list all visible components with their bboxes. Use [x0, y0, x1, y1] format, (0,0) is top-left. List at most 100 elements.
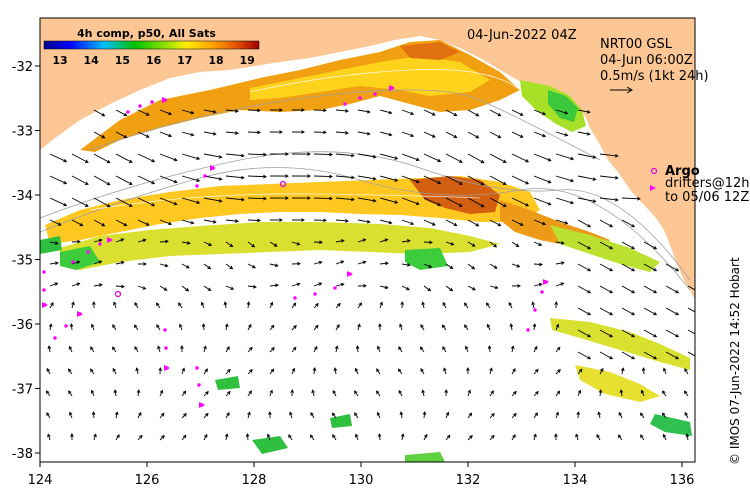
current-arrow-head: [112, 367, 116, 372]
current-arrow: [157, 346, 161, 353]
current-arrow: [49, 219, 62, 226]
current-arrow: [598, 412, 601, 419]
current-arrow: [335, 324, 340, 331]
plot-frame: [39, 17, 696, 463]
current-arrow: [203, 391, 209, 397]
current-arrow: [465, 346, 469, 353]
current-arrow-head: [555, 323, 560, 328]
current-arrow: [49, 282, 58, 287]
current-arrow-head: [631, 223, 636, 228]
current-arrow: [511, 346, 514, 353]
current-arrow: [225, 434, 228, 441]
current-arrow-head: [675, 355, 680, 360]
current-arrow-head: [614, 175, 619, 180]
current-arrow-head: [419, 346, 424, 351]
current-arrow: [68, 390, 73, 397]
current-arrow: [247, 197, 267, 200]
current-arrow: [621, 351, 635, 360]
current-arrow: [401, 153, 420, 161]
current-arrow-head: [493, 243, 498, 248]
current-arrow-head: [388, 132, 393, 137]
current-arrow-head: [207, 265, 212, 270]
current-arrow: [247, 412, 251, 419]
current-arrow-head: [229, 243, 234, 248]
current-arrow-head: [101, 222, 106, 227]
current-arrow: [467, 263, 475, 270]
current-arrow-head: [469, 435, 473, 439]
current-arrow-head: [45, 390, 50, 395]
current-arrow: [93, 284, 102, 287]
current-arrow: [137, 389, 140, 397]
current-arrow-head: [157, 345, 161, 350]
current-arrow-head: [173, 201, 178, 206]
current-arrow-head: [257, 130, 261, 135]
current-arrow: [621, 285, 635, 294]
current-arrow-head: [226, 412, 230, 416]
current-arrow: [332, 412, 337, 419]
current-arrow-head: [111, 346, 116, 351]
current-arrow-head: [685, 433, 690, 438]
current-arrow-head: [101, 134, 106, 139]
current-arrow: [620, 390, 623, 397]
current-arrow-head: [542, 133, 547, 138]
current-arrow: [533, 391, 539, 397]
current-arrow-head: [442, 346, 446, 350]
current-arrow-head: [437, 158, 442, 163]
current-arrow: [156, 324, 161, 331]
current-arrow: [71, 283, 80, 287]
current-arrow: [423, 197, 441, 206]
current-arrow-head: [54, 282, 59, 286]
current-arrow-head: [516, 264, 521, 268]
colorbar-tick-label: 14: [84, 54, 100, 67]
current-arrow-head: [340, 239, 345, 243]
current-arrow-head: [173, 157, 178, 162]
current-arrow-head: [136, 389, 141, 394]
current-arrow: [91, 324, 95, 331]
current-arrow: [379, 175, 398, 182]
current-arrow: [47, 434, 51, 441]
current-arrow-head: [394, 200, 399, 204]
current-arrow-head: [466, 367, 470, 371]
current-arrow-head: [203, 345, 207, 350]
current-arrow-head: [697, 312, 700, 315]
current-arrow: [577, 285, 591, 294]
current-arrow: [577, 219, 591, 228]
current-arrow-head: [168, 133, 173, 138]
current-arrow-head: [490, 434, 495, 439]
current-arrow: [379, 197, 398, 204]
current-arrow: [423, 434, 428, 441]
current-arrow-head: [542, 111, 547, 116]
current-arrow: [489, 109, 501, 117]
current-arrow: [90, 368, 95, 375]
current-arrow-head: [123, 222, 128, 227]
current-arrow-head: [159, 389, 164, 394]
current-arrow: [489, 263, 498, 269]
current-arrow: [643, 285, 657, 294]
current-arrow-head: [620, 367, 625, 372]
current-arrow: [511, 153, 529, 163]
current-arrow: [442, 302, 447, 309]
current-arrow: [445, 219, 457, 226]
current-arrow: [511, 413, 517, 419]
current-arrow-head: [296, 242, 301, 246]
x-tick-label: 126: [135, 473, 160, 488]
current-arrow: [291, 368, 295, 375]
current-arrow-head: [223, 301, 228, 306]
colorbar: [43, 40, 260, 50]
current-arrow-head: [114, 411, 119, 416]
current-arrow: [533, 263, 543, 266]
current-arrow-head: [161, 435, 165, 439]
drifter-point: [138, 104, 142, 108]
drifter-point: [526, 328, 530, 332]
current-arrow: [225, 346, 230, 353]
current-arrow: [511, 109, 524, 116]
current-arrow: [684, 412, 689, 419]
current-arrow-head: [376, 390, 380, 395]
current-arrow: [577, 351, 591, 360]
current-arrow: [269, 368, 274, 375]
current-arrow-head: [79, 222, 84, 227]
current-arrow: [533, 219, 546, 225]
current-arrow-head: [270, 368, 275, 373]
current-arrow-head: [168, 111, 173, 116]
current-arrow: [225, 197, 244, 201]
